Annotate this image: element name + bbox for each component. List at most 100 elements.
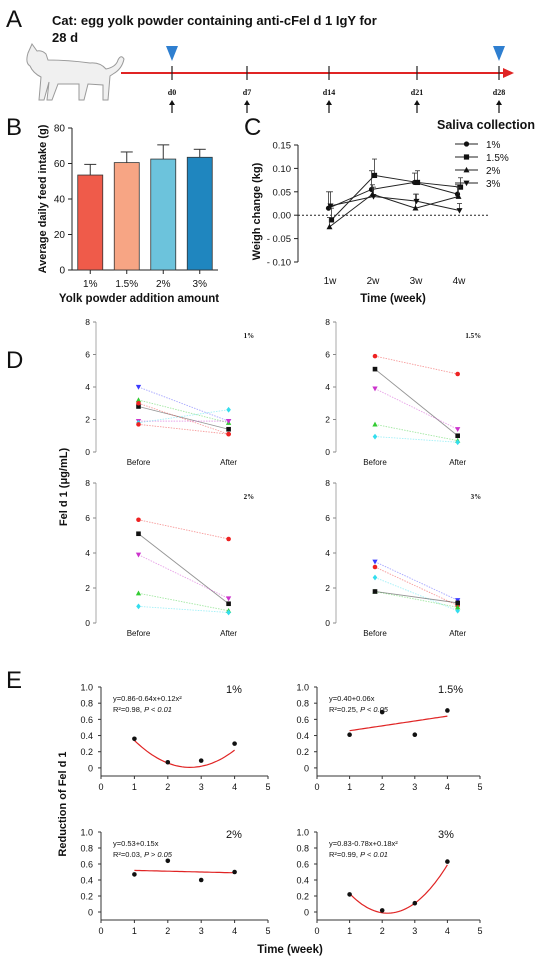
e-y-tick-label: 0 — [304, 908, 309, 918]
e-x-tick-label: 0 — [314, 782, 319, 792]
b-x-tick-label: 1% — [83, 279, 98, 290]
d-point-after — [226, 609, 231, 616]
d-pair-line — [138, 554, 229, 599]
d-point-after — [226, 426, 231, 432]
d-panel-label: 3% — [471, 493, 482, 501]
d-x-label-after: After — [220, 629, 237, 638]
d-point-after — [455, 371, 460, 377]
b-bar — [113, 162, 140, 271]
d-pair-line — [374, 388, 458, 430]
c-legend-marker — [463, 180, 470, 187]
e-y-tick-label: 0.4 — [80, 731, 93, 741]
e-point — [165, 858, 171, 864]
d-x-label-after: After — [220, 458, 237, 467]
d-y-tick-label: 4 — [325, 548, 330, 558]
d-point-before — [372, 559, 378, 565]
e-point — [412, 732, 418, 738]
e-y-axis-label: Reduction of Fel d 1 — [57, 751, 69, 856]
e-x-tick-label: 1 — [132, 782, 137, 792]
e-x-axis-label: Time (week) — [257, 944, 323, 956]
b-bar — [186, 156, 213, 271]
timeline-day-label: d7 — [243, 88, 251, 97]
d-x-label-after: After — [449, 458, 466, 467]
c-y-tick-label: 0.15 — [273, 141, 292, 152]
e-equation: y=0.83-0.78x+0.18x² — [329, 839, 398, 848]
e-point — [412, 900, 418, 906]
c-legend-marker — [463, 141, 470, 147]
e-point — [379, 908, 385, 913]
d-y-tick-label: 2 — [325, 415, 330, 425]
d-pair-line — [138, 386, 229, 422]
e-equation: y=0.86-0.64x+0.12x² — [113, 694, 182, 703]
d-pair-line — [374, 577, 458, 612]
panel-letter-e: E — [6, 667, 22, 694]
e-point — [445, 708, 450, 713]
d-pair-line — [138, 519, 229, 540]
c-x-tick-label: 2w — [367, 276, 381, 287]
e-y-tick-label: 1.0 — [80, 828, 93, 838]
d-point-before — [135, 590, 142, 596]
c-y-tick-label: 0.00 — [273, 211, 292, 222]
e-point — [198, 877, 204, 883]
d-x-label-before: Before — [127, 629, 151, 638]
e-y-tick-label: 0.2 — [296, 892, 309, 902]
c-point — [327, 203, 334, 209]
e-y-tick-label: 1.0 — [80, 683, 93, 693]
d-x-label-after: After — [449, 629, 466, 638]
c-x-axis-label: Time (week) — [360, 293, 426, 305]
e-y-tick-label: 0.2 — [296, 747, 309, 757]
e-point — [347, 892, 352, 897]
c-y-tick-label: 0.05 — [273, 187, 292, 198]
d-pair-line — [374, 591, 458, 604]
e-x-tick-label: 0 — [98, 782, 103, 792]
b-x-tick-label: 1.5% — [115, 279, 138, 290]
d-point-after — [225, 419, 232, 424]
e-x-tick-label: 4 — [445, 782, 450, 792]
d-y-tick-label: 2 — [325, 583, 330, 593]
panel-letter-a: A — [6, 6, 22, 33]
c-point — [328, 217, 335, 223]
e-y-tick-label: 1.0 — [296, 828, 309, 838]
panel-a-timeline: Cat: egg yolk powder containing anti-cFe… — [26, 13, 514, 113]
d-pair-line — [138, 592, 229, 612]
e-fit-curve — [349, 864, 448, 914]
c-legend-label: 2% — [486, 166, 501, 177]
e-panel-label: 2% — [226, 829, 242, 841]
e-x-tick-label: 3 — [412, 926, 417, 936]
panel-c-line-chart: 0.15 0.10 0.05 0.00 - 0.05 - 0.10 1w 2w 3w 4w Weig… — [251, 118, 535, 305]
d-pair-line — [138, 399, 229, 424]
c-series-line — [331, 174, 461, 221]
timeline-day-label: d14 — [323, 88, 335, 97]
d-pair-line — [374, 368, 458, 437]
e-point — [132, 872, 137, 877]
d-y-tick-label: 6 — [85, 513, 90, 523]
d-y-tick-label: 4 — [85, 548, 90, 558]
e-y-tick-label: 0.8 — [296, 844, 309, 854]
c-point — [371, 172, 378, 179]
c-x-tick-label: 1w — [324, 276, 338, 287]
e-x-tick-label: 1 — [347, 782, 352, 792]
e-x-tick-label: 0 — [98, 926, 103, 936]
d-point-after — [226, 406, 231, 413]
d-pair-line — [374, 423, 458, 442]
d-y-tick-label: 4 — [85, 382, 90, 392]
e-point — [379, 709, 385, 715]
d-x-label-before: Before — [363, 458, 387, 467]
d-point-before — [135, 384, 142, 390]
d-point-after — [226, 601, 231, 607]
c-y-tick-label: 0.10 — [273, 164, 292, 175]
d-pair-line — [374, 355, 458, 375]
d-y-tick-label: 0 — [85, 618, 90, 628]
c-point — [412, 205, 419, 211]
sampling-arrowhead-icon — [169, 100, 175, 105]
d-y-axis-label: Fel d 1 (μg/mL) — [58, 448, 70, 527]
e-x-tick-label: 1 — [132, 926, 137, 936]
sampling-arrowhead-icon — [244, 100, 250, 105]
e-x-tick-label: 0 — [314, 926, 319, 936]
b-y-tick-label: 0 — [59, 266, 65, 277]
e-x-tick-label: 2 — [165, 782, 170, 792]
e-panel-label: 1.5% — [438, 684, 463, 696]
d-y-tick-label: 0 — [325, 447, 330, 457]
e-x-tick-label: 5 — [265, 926, 270, 936]
